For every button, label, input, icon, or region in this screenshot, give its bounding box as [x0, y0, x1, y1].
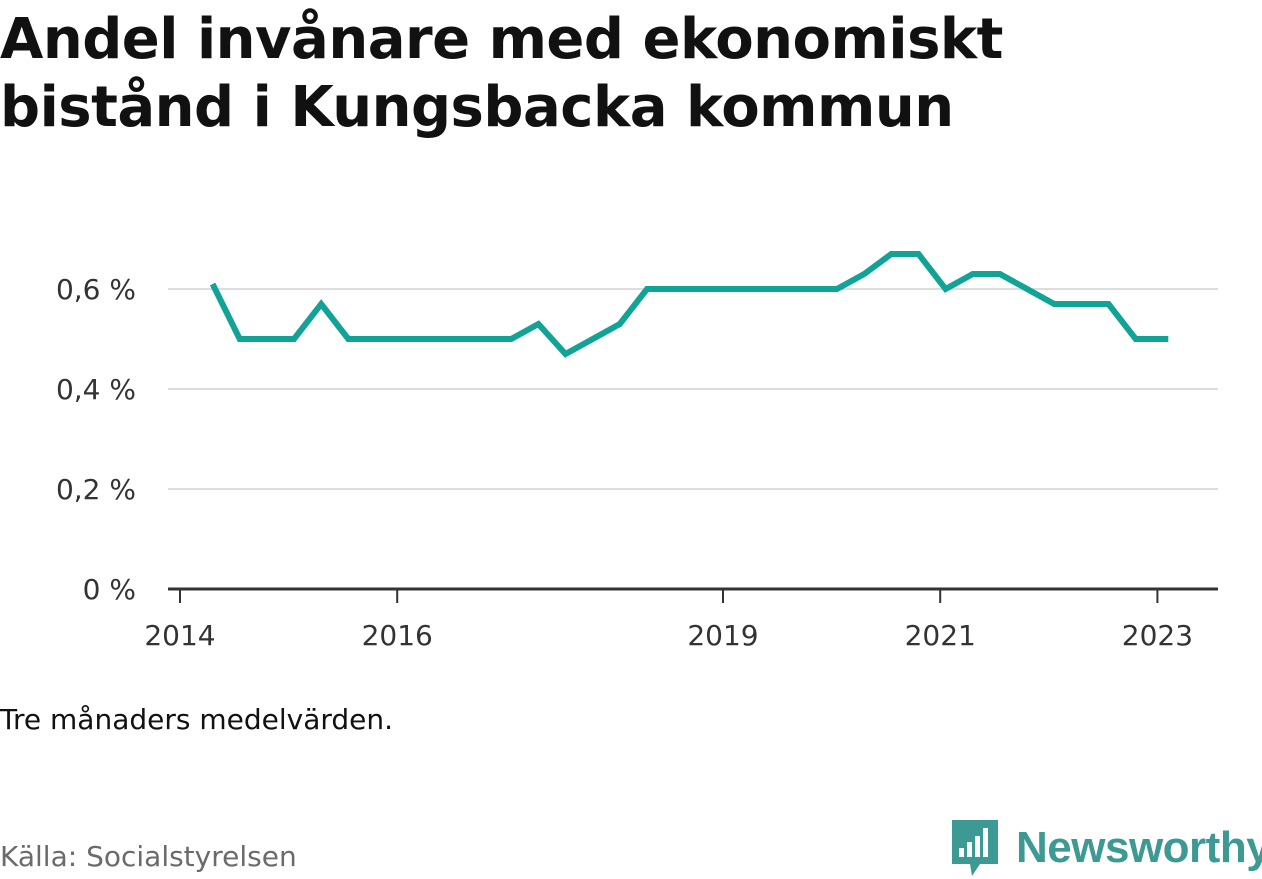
x-tick-label: 2023 — [1122, 619, 1193, 652]
line-chart: 0 % 0,2 % 0,4 % 0,6 % 2014 2016 2019 2021 2023 — [56, 251, 1218, 652]
chart-title-line-1: Andel invånare med ekonomiskt — [0, 7, 1003, 72]
chart-title: Andel invånare med ekonomiskt bistånd i … — [0, 6, 1240, 142]
series-line — [209, 251, 1169, 358]
y-axis-tick-labels: 0 % 0,2 % 0,4 % 0,6 % — [56, 273, 136, 606]
gridlines — [168, 288, 1218, 490]
y-tick-label: 0,2 % — [56, 473, 136, 506]
source-text: Källa: Socialstyrelsen — [0, 840, 297, 873]
x-axis: 2014 2016 2019 2021 2023 — [144, 587, 1218, 652]
x-tick-label: 2014 — [144, 619, 215, 652]
series-layer — [209, 251, 1169, 358]
x-tick-label: 2019 — [687, 619, 758, 652]
x-tick-label: 2021 — [905, 619, 976, 652]
y-tick-label: 0,6 % — [56, 273, 136, 306]
y-tick-label: 0 % — [83, 573, 136, 606]
chart-note: Tre månaders medelvärden. — [0, 703, 394, 736]
newsworthy-logo: Newsworthy — [950, 818, 1262, 878]
x-tick-label: 2016 — [362, 619, 433, 652]
brand-name: Newsworthy — [1016, 823, 1262, 872]
y-tick-label: 0,4 % — [56, 373, 136, 406]
newsworthy-icon — [952, 820, 998, 876]
chart-title-line-2: bistånd i Kungsbacka kommun — [0, 75, 954, 140]
